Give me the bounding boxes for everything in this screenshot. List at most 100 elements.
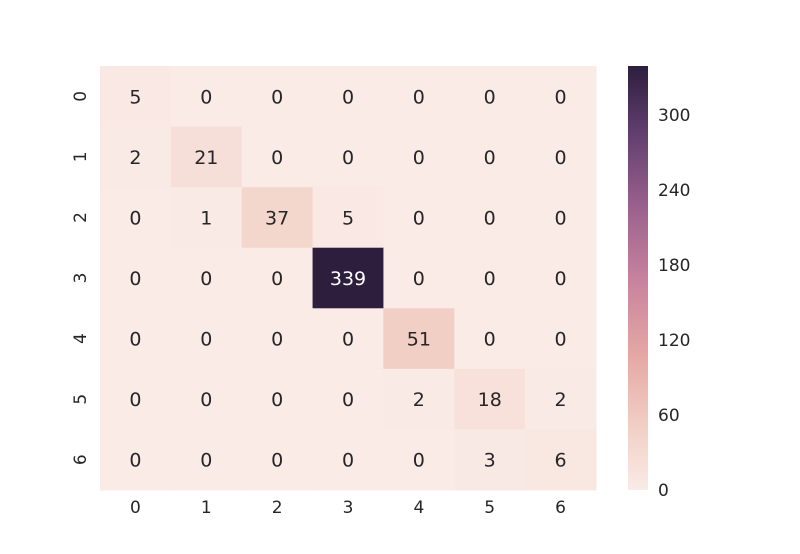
cell-value-label: 0 [271,86,283,108]
cell-value-label: 0 [413,86,425,108]
y-tick-label: 4 [71,333,91,344]
cell-value-label: 0 [484,86,496,108]
colorbar-tick-label: 240 [658,181,690,201]
cell-value-label: 0 [342,389,354,411]
heatmap-cell-r3-c1 [170,247,243,309]
cell-value-label: 0 [200,86,212,108]
colorbar: 0 60 120 180 240 300 [628,66,690,501]
heatmap-cell-r6-c5 [454,429,526,491]
cell-value-label: 0 [342,147,354,169]
cell-value-label: 0 [271,450,283,472]
cell-value-label: 0 [484,207,496,229]
cell-value-label: 0 [200,268,212,290]
heatmap-cell-r0-c4 [383,66,455,128]
heatmap-cell-r6-c6 [525,429,597,491]
cell-value-label: 51 [407,329,431,351]
cell-value-label: 0 [200,389,212,411]
heatmap-cell-r5-c5 [454,368,526,430]
cell-value-label: 6 [555,450,567,472]
heatmap-cell-r4-c1 [170,308,243,370]
heatmap-cell-r5-c4 [383,368,455,430]
cell-value-label: 0 [484,147,496,169]
heatmap-cell-r3-c4 [383,247,455,309]
cell-value-label: 2 [413,389,425,411]
heatmap-cell-r3-c2 [241,247,314,309]
colorbar-gradient [628,66,648,490]
colorbar-tick-label: 0 [658,481,669,501]
cell-value-label: 0 [129,329,141,351]
heatmap-cell-r1-c5 [454,126,526,188]
heatmap-cell-r5-c1 [170,368,243,430]
cell-value-label: 0 [484,268,496,290]
heatmap-cell-r0-c5 [454,66,526,128]
heatmap-cell-r1-c0 [100,126,172,188]
cell-value-label: 0 [555,268,567,290]
y-tick-label: 2 [71,212,91,223]
cell-value-label: 0 [129,268,141,290]
x-tick-label: 3 [343,498,354,518]
cell-value-label: 3 [484,450,496,472]
y-tick-label: 6 [71,454,91,465]
x-axis-ticks: 0 1 2 3 4 5 6 [130,498,566,518]
y-tick-label: 0 [71,91,91,102]
cell-value-label: 0 [413,207,425,229]
cell-value-label: 0 [129,450,141,472]
cell-value-label: 0 [555,86,567,108]
heatmap-cell-r4-c5 [454,308,526,370]
colorbar-tick-label: 180 [658,256,690,276]
cell-value-label: 0 [555,147,567,169]
heatmap-cell-r5-c3 [312,368,384,430]
heatmap-cell-r2-c6 [525,187,597,249]
cell-value-label: 0 [555,329,567,351]
heatmap-cell-r5-c6 [525,368,597,430]
heatmap-cell-r0-c6 [525,66,597,128]
heatmap-cell-r6-c3 [312,429,384,491]
cell-value-label: 0 [271,268,283,290]
heatmap-cell-r4-c6 [525,308,597,370]
cell-value-label: 5 [129,86,141,108]
cell-value-label: 0 [342,450,354,472]
heatmap-cell-r6-c4 [383,429,455,491]
cell-value-label: 21 [194,147,218,169]
heatmap-cell-r6-c0 [100,429,172,491]
heatmap-cell-r0-c3 [312,66,384,128]
cell-value-label: 0 [271,329,283,351]
heatmap-cell-r6-c1 [170,429,243,491]
heatmap-cell-r2-c0 [100,187,172,249]
heatmap-cell-r0-c1 [170,66,243,128]
heatmap-cell-r3-c6 [525,247,597,309]
y-tick-label: 3 [71,273,91,284]
y-tick-label: 1 [71,151,91,162]
cell-value-label: 0 [413,450,425,472]
heatmap-cell-r4-c3 [312,308,384,370]
cell-value-label: 37 [265,207,289,229]
colorbar-tick-label: 60 [658,406,680,426]
cell-value-label: 0 [555,207,567,229]
heatmap-cell-r3-c5 [454,247,526,309]
heatmap-cell-r0-c0 [100,66,172,128]
heatmap-cell-r4-c4 [383,308,455,370]
cell-value-label: 2 [129,147,141,169]
heatmap-cells: 5 0 0 0 0 0 0 2 21 0 0 0 0 0 0 1 37 5 0 0 0 0 0 0 339 0 0 0 0 0 0 0 51 0 0… [100,66,597,491]
cell-value-label: 5 [342,207,354,229]
heatmap-cell-r6-c2 [241,429,314,491]
x-tick-label: 1 [201,498,212,518]
cell-value-label: 0 [200,329,212,351]
cell-value-label: 2 [555,389,567,411]
heatmap-cell-r1-c6 [525,126,597,188]
cell-value-label: 0 [129,389,141,411]
x-tick-label: 0 [130,498,141,518]
cell-value-label: 0 [484,329,496,351]
cell-value-label: 1 [200,207,212,229]
heatmap-cell-r1-c4 [383,126,455,188]
heatmap-cell-r3-c0 [100,247,172,309]
cell-value-label: 0 [413,268,425,290]
cell-value-label: 18 [478,389,502,411]
cell-value-label: 0 [413,147,425,169]
heatmap-cell-r2-c2 [241,187,314,249]
cell-value-label: 339 [330,268,366,290]
heatmap-cell-r3-c3 [312,247,384,309]
x-tick-label: 5 [484,498,495,518]
x-tick-label: 6 [555,498,566,518]
y-tick-label: 5 [71,394,91,405]
